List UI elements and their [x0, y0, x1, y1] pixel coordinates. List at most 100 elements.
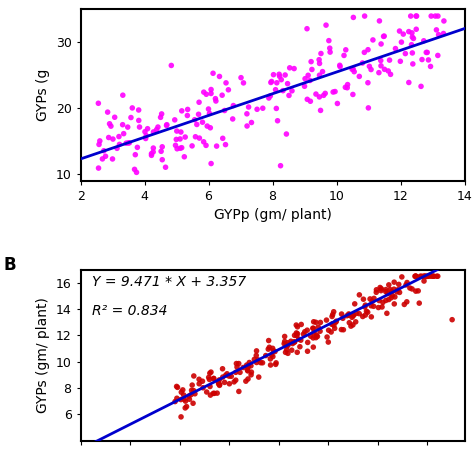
Point — [272, 86, 279, 93]
Point — [420, 273, 428, 280]
Point — [177, 413, 185, 420]
Point — [226, 380, 233, 388]
Point — [396, 27, 403, 35]
Point — [96, 137, 104, 145]
Point — [350, 311, 357, 319]
Point — [328, 320, 336, 328]
Text: Y = 9.471 * X + 3.357: Y = 9.471 * X + 3.357 — [92, 275, 246, 289]
Point — [115, 133, 123, 140]
Point — [349, 91, 356, 98]
Point — [232, 368, 239, 376]
Point — [120, 130, 128, 137]
Point — [259, 359, 266, 366]
Point — [206, 109, 213, 117]
Point — [349, 14, 357, 21]
Point — [216, 376, 223, 383]
Point — [273, 105, 280, 112]
Point — [363, 308, 370, 315]
Point — [401, 50, 409, 57]
Point — [391, 293, 399, 301]
Point — [386, 56, 393, 64]
Point — [202, 142, 210, 149]
Point — [377, 40, 385, 48]
Point — [346, 311, 353, 319]
Point — [210, 390, 218, 397]
Point — [284, 349, 292, 357]
Point — [323, 333, 331, 341]
Point — [222, 372, 229, 379]
Point — [212, 97, 219, 105]
Point — [317, 107, 324, 114]
Point — [216, 73, 223, 80]
Point — [364, 79, 372, 87]
Point — [428, 12, 435, 20]
Point — [395, 281, 402, 288]
Point — [177, 396, 185, 403]
Point — [181, 153, 188, 161]
Point — [348, 313, 356, 321]
Point — [284, 80, 292, 87]
Point — [345, 310, 353, 318]
Point — [377, 57, 384, 64]
Point — [326, 48, 334, 56]
Point — [223, 370, 231, 378]
Point — [300, 330, 307, 338]
Point — [330, 321, 337, 329]
Point — [340, 52, 348, 59]
Point — [254, 356, 262, 364]
Point — [407, 12, 414, 20]
Point — [163, 121, 171, 128]
Point — [316, 60, 323, 67]
Point — [207, 368, 215, 376]
Point — [173, 383, 181, 391]
Point — [100, 147, 108, 155]
Point — [173, 145, 181, 153]
Point — [330, 308, 337, 316]
Point — [429, 273, 437, 280]
Point — [253, 359, 260, 366]
Point — [244, 375, 252, 383]
Point — [303, 25, 311, 33]
Point — [291, 331, 298, 339]
Point — [229, 115, 237, 123]
Point — [219, 365, 226, 373]
Text: B: B — [4, 256, 17, 274]
Point — [412, 287, 419, 295]
Point — [356, 310, 363, 318]
Point — [417, 273, 424, 280]
Point — [424, 273, 432, 280]
Point — [185, 392, 192, 400]
Point — [440, 17, 448, 25]
Point — [434, 12, 442, 20]
Point — [412, 273, 419, 280]
Point — [229, 102, 237, 109]
Point — [233, 360, 240, 367]
Point — [191, 390, 199, 398]
Point — [405, 79, 413, 86]
Point — [148, 150, 155, 157]
Point — [209, 70, 217, 77]
Point — [378, 285, 385, 292]
Point — [196, 134, 203, 142]
Point — [199, 118, 206, 126]
Point — [310, 318, 318, 326]
Point — [331, 325, 338, 332]
Point — [320, 91, 328, 99]
Point — [222, 79, 230, 87]
Point — [216, 382, 223, 389]
Point — [158, 156, 166, 164]
Point — [367, 66, 375, 73]
Point — [328, 313, 336, 320]
Point — [337, 326, 345, 333]
Point — [401, 301, 408, 308]
Point — [193, 121, 201, 128]
Point — [266, 355, 274, 363]
Point — [195, 99, 203, 106]
Point — [332, 318, 340, 325]
Point — [383, 310, 391, 317]
Point — [420, 273, 428, 280]
Point — [269, 353, 277, 360]
Point — [265, 337, 273, 344]
Point — [207, 86, 215, 93]
Point — [221, 379, 228, 386]
